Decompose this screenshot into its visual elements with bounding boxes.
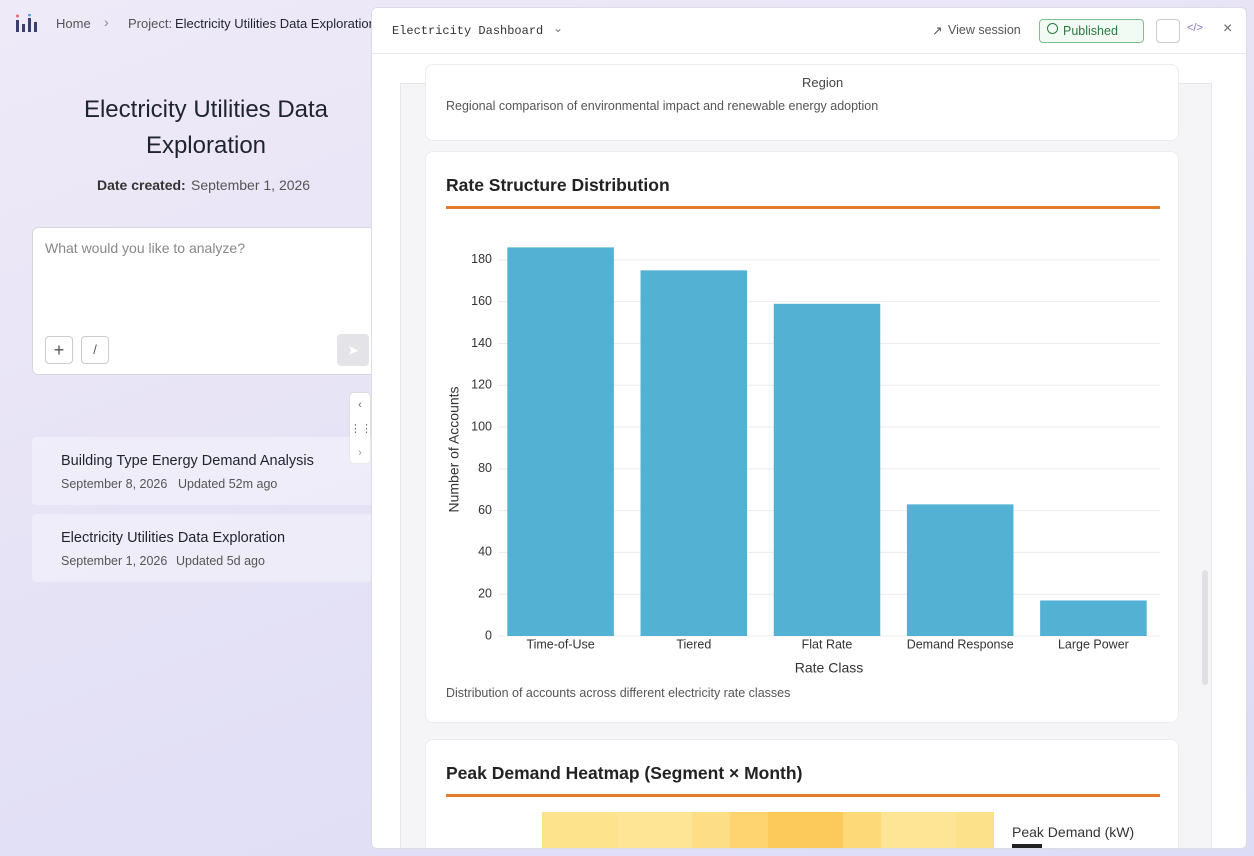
x-axis-label: Rate Class (795, 660, 863, 676)
chart-card: Rate Structure Distribution 0 20 40 60 80 100… (425, 151, 1179, 723)
x-tick-label: Time-of-Use (526, 637, 594, 651)
colorbar (1012, 844, 1042, 848)
y-tick-label: 140 (471, 336, 492, 350)
session-date: September 8, 2026 (61, 477, 168, 491)
session-item[interactable]: Electricity Utilities Data Exploration S… (32, 514, 377, 582)
bar-chart: 0 20 40 60 80 100 120 140 160 180 Number of Accoun… (446, 247, 1160, 676)
code-button[interactable]: </> (1187, 22, 1203, 34)
breadcrumb-prefix: Project: (128, 16, 173, 31)
view-session-icon: ↗ (932, 24, 943, 38)
y-tick-label: 100 (471, 419, 492, 433)
title-underline (446, 794, 1160, 797)
prompt-box[interactable]: What would you like to analyze? + / ➤ (32, 227, 377, 375)
chart-description: Distribution of accounts across differen… (446, 686, 791, 700)
y-tick-label: 160 (471, 294, 492, 308)
breadcrumb-home[interactable]: Home (56, 16, 91, 31)
heatmap-title: Peak Demand Heatmap (Segment × Month) (446, 763, 803, 783)
title-underline (446, 206, 1160, 209)
heatmap-card: Peak Demand Heatmap (Segment × Month) Pe… (425, 739, 1179, 848)
status-icon (1047, 23, 1058, 34)
bar (773, 303, 881, 636)
panel-toggle[interactable]: ‹ ⋮⋮ › (349, 392, 372, 464)
x-tick-label: Large Power (1058, 637, 1129, 651)
axis-label: Region (802, 75, 844, 90)
y-axis-label: Number of Accounts (446, 386, 462, 512)
session-title: Building Type Energy Demand Analysis (61, 453, 314, 469)
session-title: Electricity Utilities Data Exploration (61, 530, 286, 546)
x-tick-label: Flat Rate (802, 637, 853, 651)
session-item[interactable]: Building Type Energy Demand Analysis Sep… (32, 437, 377, 505)
bar (640, 270, 748, 636)
session-updated: Updated 52m ago (178, 477, 278, 491)
bar (1040, 600, 1147, 636)
y-tick-label: 0 (485, 628, 492, 642)
y-tick-label: 60 (478, 503, 492, 517)
layout-button[interactable] (1156, 19, 1180, 43)
breadcrumb-project[interactable]: Electricity Utilities Data Exploration (175, 16, 371, 31)
x-tick-label: Tiered (676, 637, 711, 651)
slash-button[interactable]: / (81, 336, 109, 364)
chart-title: Rate Structure Distribution (446, 175, 670, 195)
dashboard-content: Region Regional comparison of environmen… (400, 64, 1212, 848)
dropdown-caret[interactable]: ⌄ (553, 21, 564, 35)
heatmap-cells (542, 812, 994, 848)
y-tick-label: 20 (478, 587, 492, 601)
colorbar-title: Peak Demand (kW) (1012, 824, 1135, 840)
prompt-placeholder: What would you like to analyze? (45, 240, 245, 256)
send-button[interactable]: ➤ (337, 334, 369, 366)
status-label: Published (1063, 24, 1118, 38)
logo (16, 14, 37, 32)
breadcrumb-separator: › (104, 14, 109, 30)
y-tick-label: 180 (471, 252, 492, 266)
y-tick-label: 120 (471, 378, 492, 392)
x-tick-label: Demand Response (907, 637, 1014, 651)
panel-title[interactable]: Electricity Dashboard (392, 24, 544, 38)
bar (507, 247, 614, 636)
panel-header: Electricity Dashboard ⌄ ↗ View session P… (372, 8, 1246, 54)
project-title: Electricity Utilities Data Exploration (83, 96, 329, 159)
chart-description: Regional comparison of environmental imp… (446, 99, 879, 113)
scrollbar[interactable] (1202, 570, 1208, 685)
date-value: September 1, 2026 (191, 177, 311, 193)
y-tick-label: 80 (478, 461, 492, 475)
close-button[interactable]: × (1223, 20, 1233, 37)
view-session[interactable]: View session (948, 23, 1021, 37)
add-button[interactable]: + (45, 336, 73, 364)
dashboard-panel: Electricity Dashboard ⌄ ↗ View session P… (371, 7, 1247, 849)
bar (906, 504, 1014, 636)
card: Region Regional comparison of environmen… (425, 64, 1179, 141)
session-updated: Updated 5d ago (176, 554, 265, 568)
date-label: Date created: (97, 177, 186, 193)
y-tick-label: 40 (478, 545, 492, 559)
session-date: September 1, 2026 (61, 554, 168, 568)
